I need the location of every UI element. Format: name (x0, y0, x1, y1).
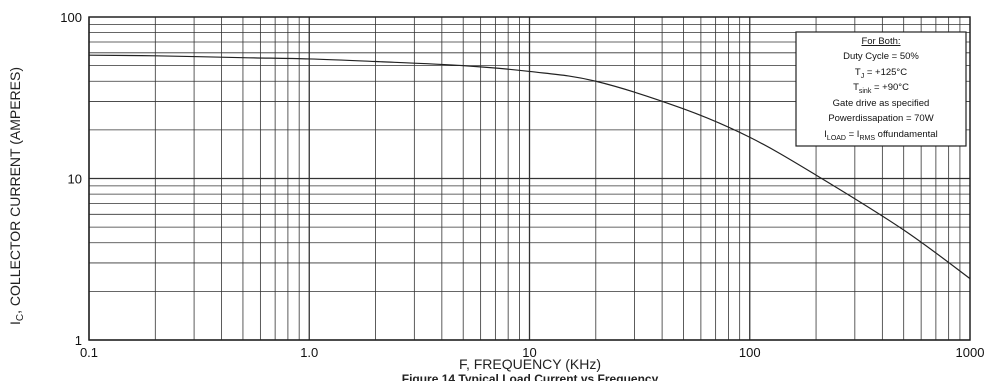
conditions-power: Powerdissapation = 70W (828, 113, 933, 124)
conditions-box: For Both: Duty Cycle = 50% TJ = +125°C T… (795, 31, 967, 147)
conditions-iload: ILOAD = IRMS offundamental (824, 129, 937, 142)
x-tick-label: 1000 (956, 345, 985, 360)
conditions-tj: TJ = +125°C (855, 67, 907, 80)
conditions-header: For Both: (861, 36, 900, 47)
y-tick-label: 100 (60, 10, 82, 25)
figure-caption: Figure 14 Typical Load Current vs Freque… (402, 372, 659, 381)
conditions-box-border (795, 31, 967, 147)
conditions-duty-cycle: Duty Cycle = 50% (843, 51, 919, 62)
x-tick-label: 1.0 (300, 345, 318, 360)
y-axis-title: IC, COLLECTOR CURRENT (AMPERES) (7, 67, 26, 325)
x-tick-label: 0.1 (80, 345, 98, 360)
tick-labels: 0.1 1.0 10 100 1000 1 10 100 (60, 10, 984, 360)
x-axis-title: F, FREQUENCY (KHz) (459, 356, 601, 372)
x-tick-label: 100 (739, 345, 761, 360)
y-tick-label: 10 (68, 172, 82, 187)
y-tick-label: 1 (75, 333, 82, 348)
conditions-gate-drive: Gate drive as specified (833, 98, 930, 109)
series-line-load-current (88, 54, 971, 280)
conditions-tsink: Tsink = +90°C (853, 82, 909, 95)
plot-frame (88, 16, 971, 341)
x-tick-label: 10 (522, 345, 536, 360)
